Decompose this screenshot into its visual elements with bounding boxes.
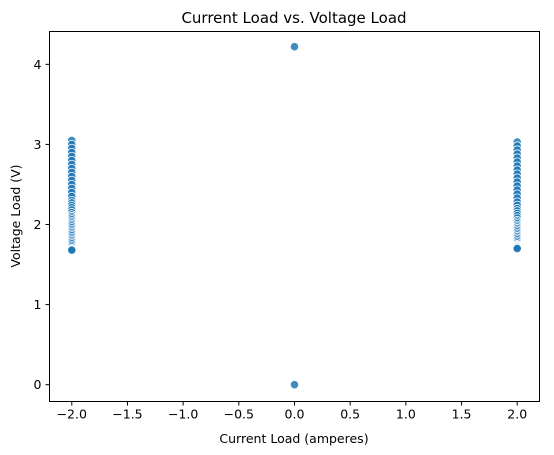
x-tick-label: 2.0	[507, 407, 527, 422]
y-axis-label: Voltage Load (V)	[8, 164, 23, 267]
x-tick-label: −0.5	[224, 407, 254, 422]
x-tick-label: 0.5	[340, 407, 360, 422]
y-tick-label: 0	[34, 377, 42, 392]
x-tick-label: 1.5	[452, 407, 472, 422]
y-tick-label: 2	[34, 217, 42, 232]
x-tick-label: 1.0	[396, 407, 416, 422]
x-tick-label: −1.0	[168, 407, 198, 422]
x-axis: −2.0 −1.5 −1.0 −0.5 0.0 0.5 1.0 1.5 2.0	[57, 401, 527, 422]
data-points	[67, 42, 522, 390]
x-tick-label: −2.0	[57, 407, 87, 422]
data-point	[289, 42, 300, 52]
data-point	[512, 243, 522, 254]
data-point	[289, 380, 300, 390]
y-tick-label: 4	[34, 57, 42, 72]
y-axis: 0 1 2 3 4	[34, 57, 50, 392]
x-tick-label: −1.5	[112, 407, 142, 422]
data-point	[67, 245, 77, 255]
chart-title: Current Load vs. Voltage Load	[181, 9, 406, 27]
y-tick-label: 1	[34, 297, 42, 312]
x-tick-label: 0.0	[285, 407, 305, 422]
y-tick-label: 3	[34, 137, 42, 152]
x-axis-label: Current Load (amperes)	[219, 431, 368, 446]
